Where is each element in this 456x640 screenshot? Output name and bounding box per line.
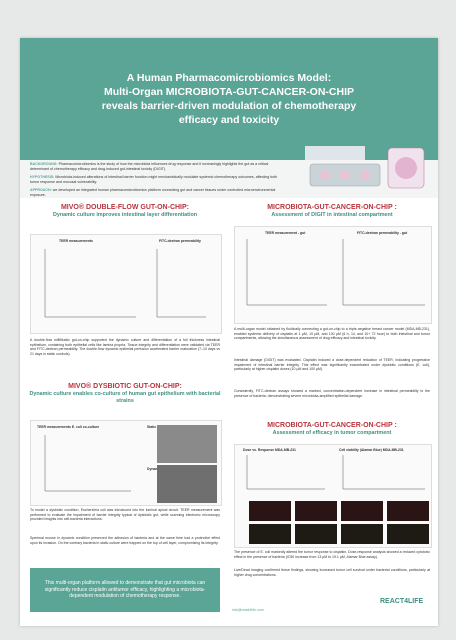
email: info@react4life.com [232, 608, 264, 612]
intro-text: APPROACH: we developed an integrated hum… [30, 188, 280, 197]
microscopy-image [295, 524, 337, 544]
section-subtitle: Assessment of efficacy in tumor compartm… [272, 430, 392, 436]
microscopy-image [249, 524, 291, 544]
axis [156, 249, 206, 318]
section-heading: MICROBIOTA-GUT-CANCER-ON-CHIP : [267, 204, 397, 211]
intro-label: HYPOTHESIS: [30, 175, 55, 179]
device-shape [305, 146, 365, 160]
intro-text: HYPOTHESIS: Microbiota-induced alteratio… [30, 175, 280, 184]
figure-axes [44, 249, 206, 318]
logo: REACT4LIFE [380, 598, 424, 605]
figure-title: TEER measurements E. coli co-culture [37, 425, 100, 429]
microscopy-image [295, 501, 337, 521]
axis [44, 435, 131, 492]
intro-body: we developed an integrated human pharmac… [30, 188, 276, 197]
axis [342, 239, 425, 306]
device-shape [340, 170, 350, 180]
device-shape [395, 157, 417, 179]
axis [246, 239, 327, 306]
figure: TEER measurements FITC-dextran permeabil… [30, 234, 222, 334]
title: A Human Pharmacomicrobiomics Model: [126, 72, 332, 84]
paragraph: Consistently, FITC-dextran assays showed… [234, 389, 430, 398]
paragraph: The presence of E. coli markedly altered… [234, 550, 430, 559]
figure-title: FITC-dextran permeability - gut [357, 231, 408, 235]
device-illustration [305, 146, 425, 189]
microscopy-image [341, 524, 383, 544]
title: reveals barrier-driven modulation of che… [101, 100, 357, 112]
section-subtitle: Assessment of DIGIT in intestinal compar… [271, 212, 393, 218]
section-heading: MIVO® DOUBLE-FLOW GUT-ON-CHIP: [60, 204, 190, 211]
axis [44, 249, 136, 318]
figure-title: Cell viability (Alamar Blue) MDA-MB-231 [339, 448, 404, 452]
microscopy-image [249, 501, 291, 521]
section-subtitle: Dynamic culture enables co-culture of hu… [29, 391, 221, 404]
figure-title: Dose vs. Response MDA-MB-231 [243, 448, 296, 452]
microscopy-image [387, 524, 429, 544]
figure-title: TEER measurement - gut [265, 231, 306, 235]
paragraph: Sperimal mouse in dynamic condition pres… [30, 536, 220, 545]
conclusion: This multi-organ platform allowed to dem… [44, 580, 206, 600]
title: efficacy and toxicity [178, 114, 280, 126]
device-shape [360, 170, 370, 180]
paragraph: Intestinal damage (DIGIT) was evaluated.… [234, 358, 430, 371]
sem-image [157, 425, 217, 463]
paragraph: To model a dysbiotic condition, Escheric… [30, 508, 220, 521]
figure-axes [246, 239, 425, 306]
figure-title: Static [147, 425, 157, 429]
intro-label: BACKGROUND: [30, 162, 58, 166]
header-band [20, 38, 438, 160]
intro-text: BACKGROUND: Pharmacomicrobiomics is the … [30, 162, 280, 171]
section-subtitle: Dynamic culture improves intestinal laye… [52, 212, 198, 218]
axis [342, 455, 425, 490]
figure-title: FITC-dextran permeability [159, 239, 201, 243]
sem-image [157, 465, 217, 503]
device-shape [320, 170, 330, 180]
figure: Dose vs. Response MDA-MB-231 Cell viabil… [234, 444, 432, 548]
intro-label: APPROACH: [30, 188, 52, 192]
figure-axes [246, 455, 429, 544]
conclusion-box: This multi-organ platform allowed to dem… [30, 568, 220, 612]
section-heading: MIVO® DYSBIOTIC GUT-ON-CHIP: [68, 383, 182, 390]
figure: TEER measurement - gut FITC-dextran perm… [234, 226, 432, 324]
paragraph: A double-flow milliflluidic gut-on-chip … [30, 338, 220, 356]
title: Multi-Organ MICROBIOTA-GUT-CANCER-ON-CHI… [103, 86, 355, 98]
intro-body: Microbiota-induced alterations of intest… [30, 175, 278, 184]
intro-body: Pharmacomicrobiomics is the study of how… [30, 162, 269, 171]
figure-title: Dynamic [147, 467, 162, 471]
figure: TEER measurements E. coli co-culture Sta… [30, 420, 222, 506]
paragraph: Live/Dead imaging confirmed these findin… [234, 568, 430, 577]
figure-title: TEER measurements [59, 239, 93, 243]
paragraph: A multi-organ model obtained by fluidica… [234, 327, 430, 340]
section-heading: MICROBIOTA-GUT-CANCER-ON-CHIP : [267, 422, 397, 429]
axis [246, 455, 325, 490]
microscopy-image [387, 501, 429, 521]
microscopy-image [341, 501, 383, 521]
figure-axes [44, 435, 131, 492]
